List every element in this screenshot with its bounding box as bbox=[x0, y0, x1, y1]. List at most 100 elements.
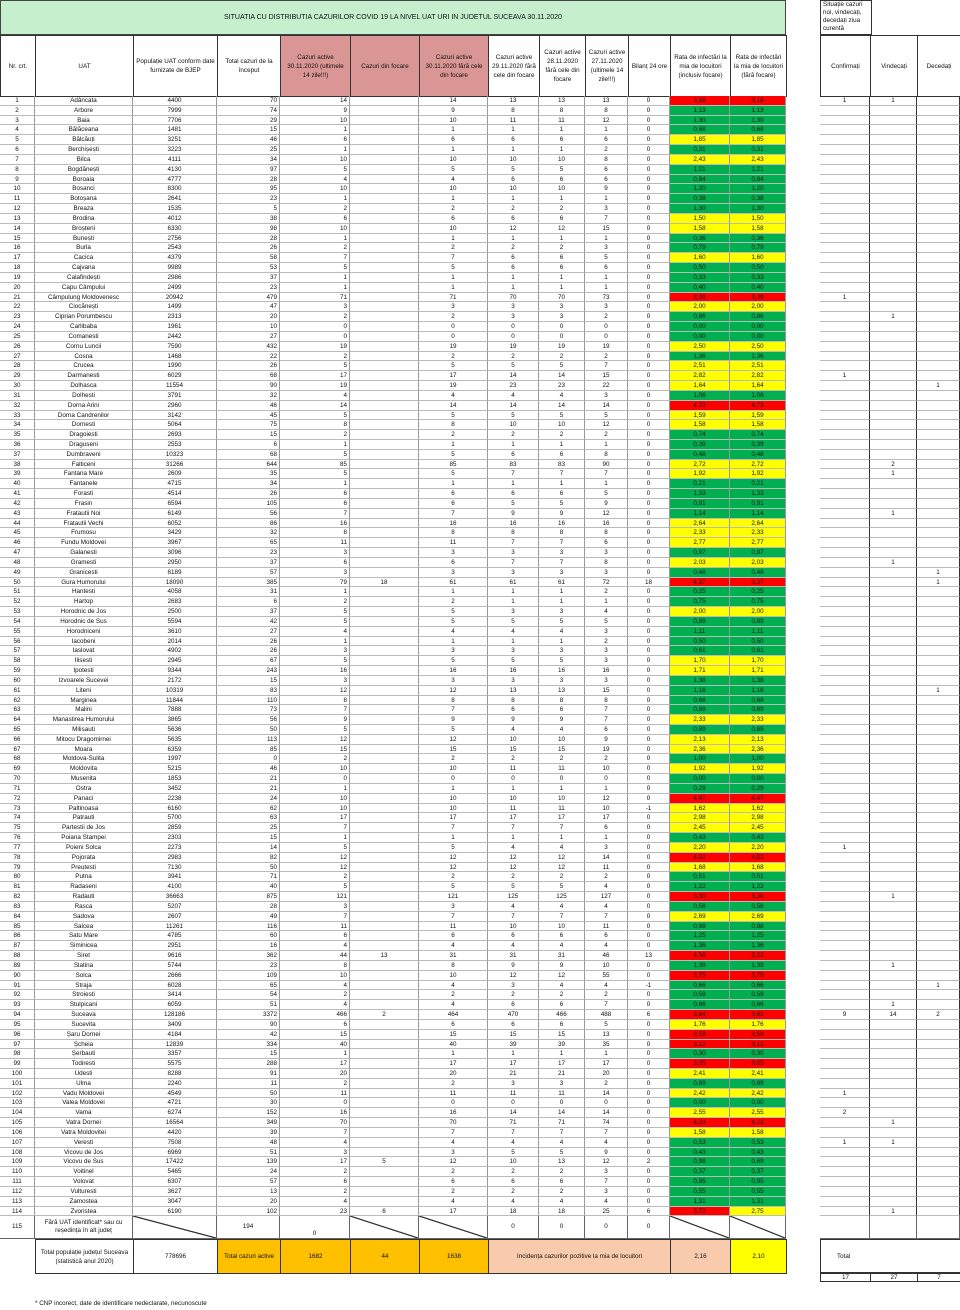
cell-decedati bbox=[917, 783, 960, 794]
cell-bilant: 0 bbox=[628, 567, 670, 578]
cell-uat: Fantana Mare bbox=[35, 469, 133, 480]
cell-active-27: 11 bbox=[585, 921, 628, 932]
cell-confirmati bbox=[820, 744, 870, 755]
cell-active-29: 23 bbox=[488, 381, 539, 391]
cell-uat: Sadova bbox=[35, 911, 133, 922]
cell-rate-fara: 0,48 bbox=[730, 449, 786, 460]
cell-active-fara: 17 bbox=[419, 371, 488, 382]
cell-active-27: 12 bbox=[585, 793, 628, 804]
cell-bilant: 0 bbox=[628, 469, 670, 480]
cell-decedati bbox=[917, 803, 960, 814]
cell-active-29: 1 bbox=[488, 833, 539, 843]
cell-active-27: 35 bbox=[585, 1039, 628, 1050]
cell-total: 34 bbox=[217, 154, 280, 165]
cell-rate-incl: 1,85 bbox=[670, 135, 730, 146]
cell-active-29: 4 bbox=[488, 390, 539, 401]
cell-total: 27 bbox=[217, 331, 280, 342]
cell-active-fara: 5 bbox=[419, 361, 488, 372]
cell-active-28: 1 bbox=[539, 282, 585, 293]
cell-active-fara: 12 bbox=[419, 1157, 488, 1168]
cell-population: 5207 bbox=[133, 901, 217, 912]
cell-bilant: 0 bbox=[628, 616, 670, 627]
cell-active-fara: 11 bbox=[419, 538, 488, 549]
cell-population: 3791 bbox=[133, 390, 217, 401]
cell-active-29: 8 bbox=[488, 528, 539, 539]
cell-bilant: 0 bbox=[628, 1177, 670, 1187]
cell-vindecati: 14 bbox=[870, 1010, 917, 1020]
cell-vindecati bbox=[870, 272, 917, 283]
cell-active-29: 10 bbox=[488, 734, 539, 745]
cell-rate-incl: 1,36 bbox=[670, 351, 730, 362]
cell-rate-incl: 0,66 bbox=[670, 1000, 730, 1011]
cell-active-28: 10 bbox=[539, 420, 585, 431]
cell-active-29: 10 bbox=[488, 921, 539, 932]
cell-uat: Rasca bbox=[35, 901, 133, 912]
cell-active-28: 5 bbox=[539, 164, 585, 175]
cell-nr: 54 bbox=[0, 616, 35, 627]
cell-decedati bbox=[917, 921, 960, 932]
cell-nr: 22 bbox=[0, 302, 35, 313]
cell-active-28: 2 bbox=[539, 872, 585, 883]
cell-focare bbox=[350, 498, 419, 509]
cell-uat: Vatra Dornei bbox=[35, 1118, 133, 1128]
cell-active: 17 bbox=[280, 813, 350, 824]
cell-active-28: 15 bbox=[539, 1029, 585, 1040]
special-row: 115 Fără UAT identificat* sau cu reședin… bbox=[0, 1216, 786, 1239]
cell-active: 19 bbox=[280, 341, 350, 352]
cell-active: 6 bbox=[280, 135, 350, 146]
cell-active-fara: 0 bbox=[419, 1098, 488, 1109]
cell-active: 3 bbox=[280, 646, 350, 657]
cell-decedati bbox=[917, 793, 960, 804]
cell-population: 4379 bbox=[133, 253, 217, 264]
cell-vindecati bbox=[870, 115, 917, 126]
cell-uat: Siret bbox=[35, 951, 133, 961]
cell-active-27: 9 bbox=[585, 734, 628, 745]
cell-uat: Boroaia bbox=[35, 174, 133, 185]
cell-population: 2950 bbox=[133, 557, 217, 568]
cell-active-28: 5 bbox=[539, 498, 585, 509]
cell-active-29: 5 bbox=[488, 361, 539, 372]
cell-rate-fara: 1,14 bbox=[730, 508, 786, 519]
cell-population: 8288 bbox=[133, 1068, 217, 1079]
cell-uat: Șcheia bbox=[35, 1039, 133, 1050]
cell-confirmati bbox=[820, 204, 870, 214]
cell-active-28: 2 bbox=[539, 351, 585, 362]
cell-rate-fara: 0,61 bbox=[730, 646, 786, 657]
cell-uat: Cosna bbox=[35, 351, 133, 362]
cell-total: 23 bbox=[217, 282, 280, 293]
cell-nr: 48 bbox=[0, 557, 35, 568]
cell-active-29: 1 bbox=[488, 636, 539, 647]
cell-decedati bbox=[917, 498, 960, 509]
cell-active-29: 21 bbox=[488, 1068, 539, 1079]
cell-vindecati bbox=[870, 882, 917, 893]
cell-total: 98 bbox=[217, 223, 280, 234]
cell-focare bbox=[350, 115, 419, 126]
cell-focare bbox=[350, 705, 419, 716]
cell-active-fara: 10 bbox=[419, 154, 488, 165]
cell-uat: Vadu Moldovei bbox=[35, 1088, 133, 1099]
cell-rate-incl: 2,42 bbox=[670, 1088, 730, 1099]
cell-rate-incl: 1,38 bbox=[670, 675, 730, 686]
cell-active-fara: 10 bbox=[419, 803, 488, 814]
cell-rate-fara: 2,00 bbox=[730, 607, 786, 617]
cell-population: 6969 bbox=[133, 1147, 217, 1158]
cell-active-27: 0 bbox=[585, 1098, 628, 1109]
cell-total: 67 bbox=[217, 656, 280, 667]
cell-decedati bbox=[917, 774, 960, 784]
cell-decedati bbox=[917, 420, 960, 431]
cell-active-27: 6 bbox=[585, 931, 628, 942]
cell-active: 2 bbox=[280, 1078, 350, 1089]
cell-rate-incl: 2,50 bbox=[670, 341, 730, 352]
cell-confirmati bbox=[820, 685, 870, 696]
cell-active-27: 10 bbox=[585, 803, 628, 814]
cell-decedati bbox=[917, 941, 960, 952]
cell-focare bbox=[350, 1196, 419, 1207]
cell-decedati bbox=[917, 1127, 960, 1138]
cell-active: 2 bbox=[280, 204, 350, 214]
cell-active-29: 15 bbox=[488, 1029, 539, 1040]
cell-total: 83 bbox=[217, 685, 280, 696]
cell-active-28: 10 bbox=[539, 793, 585, 804]
cell-confirmati bbox=[820, 1206, 870, 1217]
cell-uat: Câmpulung Moldovenesc bbox=[35, 292, 133, 303]
cell-decedati bbox=[917, 331, 960, 342]
